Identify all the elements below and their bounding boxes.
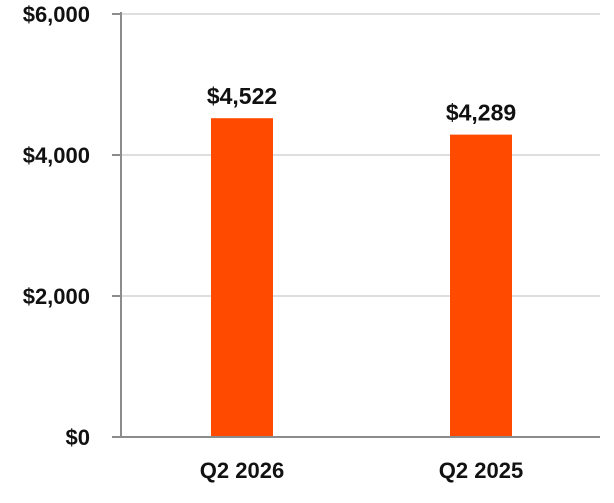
- x-tick-label: Q2 2026: [200, 458, 284, 483]
- y-tick-label: $6,000: [23, 2, 90, 27]
- x-tick-label: Q2 2025: [439, 458, 523, 483]
- bars: [211, 118, 512, 438]
- axes: [112, 12, 600, 438]
- data-label: $4,289: [446, 100, 516, 126]
- labels: $0 $2,000 $4,000 $6,000 Q2 2026 Q2 2025 $4,522…: [23, 2, 524, 483]
- data-label: $4,522: [207, 83, 277, 109]
- y-tick-label: $4,000: [23, 143, 90, 168]
- bar: [211, 118, 273, 437]
- bar: [450, 134, 512, 438]
- y-tick-label: $0: [66, 425, 90, 450]
- gridlines: [121, 13, 600, 297]
- y-tick-label: $2,000: [23, 284, 90, 309]
